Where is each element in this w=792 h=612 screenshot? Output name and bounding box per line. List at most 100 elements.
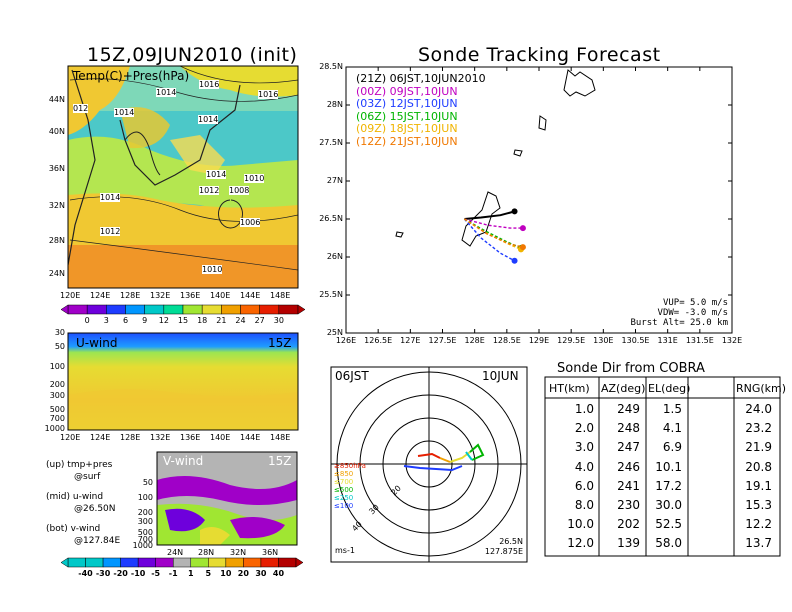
colorbar-swatch [125,304,145,315]
colorbar-label: 0 [84,316,90,325]
coastline-islands [395,69,596,247]
table-cell: 3.0 [574,440,594,455]
colorbar-swatch [172,557,192,568]
colorbar-label: 20 [237,569,249,578]
temp-map [67,65,299,289]
temp-colorbar [60,304,306,315]
note-up-2: @surf [74,472,101,482]
level-legend-entry: ≤700 [334,478,354,486]
vwind-ytick: 300 [137,517,153,526]
y-tick-label: 26N [326,252,343,261]
pressure-label: 1014 [114,108,135,117]
table-cell: 6.0 [574,478,594,493]
colorbar-label: 30 [255,569,267,578]
polar-plot [330,366,528,563]
legend-entry: (12Z) 21JST,10JUN [356,134,458,148]
colorbar-swatch [163,304,184,315]
y-tick-label: 25.5N [319,290,343,299]
table-cell: 4.1 [662,421,682,436]
colorbar-label: 5 [205,569,212,578]
vwind-panel [156,451,298,546]
table-cell: 247 [617,440,640,455]
vwind-time: 15Z [268,454,292,468]
y-tick-label: 28.5N [319,62,343,71]
vwind-label: V-wind [163,454,204,468]
lat-tick: 28N [48,236,65,245]
table-cell: 202 [617,517,640,532]
note-up-1: (up) tmp+pres [46,460,113,470]
uwind-panel [67,332,299,431]
colorbar-label: 40 [272,569,285,578]
lon-tick: 136E [180,291,201,300]
pressure-label: 1012 [199,186,220,195]
colorbar-swatch [182,304,203,315]
legend-entry: (00Z) 09JST,10JUN [356,84,458,98]
lon-tick: 144E [240,291,261,300]
track-line [464,218,523,229]
uwind-xtick: 120E [60,433,81,442]
colorbar-swatch [278,304,299,315]
map-label: Temp(C)+Pres(hPa) [73,69,190,83]
hodograph [403,443,485,472]
table-header: EL(deg) [648,382,691,395]
colorbar-swatch [208,557,227,568]
y-tick-label: 27N [326,176,343,185]
table-cell: 19.1 [745,478,772,493]
table-header: RNG(km) [736,382,787,395]
vwind-ytick: 1000 [132,541,153,550]
level-legend-entry: ≤500 [334,486,354,494]
colorbar-label: 12 [158,316,169,325]
lon-tick: 140E [210,291,231,300]
x-tick-label: 127.5E [428,336,457,345]
colorbar-label: 1 [187,569,194,578]
vwind-xtick: 36N [262,548,279,557]
table-cell: 4.0 [574,459,594,474]
polar-ring-3 [359,394,499,534]
legend-entry: (03Z) 12JST,10JUN [356,97,458,110]
table-header: AZ(deg) [601,382,646,395]
colorbar-label: -20 [113,569,128,578]
polar-ring-2 [382,417,476,511]
pressure-label: 1008 [229,186,250,195]
table-cell: 2.0 [574,421,594,436]
level-legend-entry: ≤100 [334,502,354,510]
x-tick-label: 127E [400,336,421,345]
colorbar-swatch [278,557,297,568]
pressure-label: 012 [73,104,89,113]
colorbar-swatch [120,557,139,568]
colorbar-swatch [243,557,262,568]
lat-tick: 40N [48,127,65,136]
uwind-xtick: 132E [150,433,171,442]
uwind-ytick: 30 [54,328,65,337]
uwind-ytick: 200 [49,380,65,389]
level-legend-entry: ≤850 [334,470,354,478]
vwind-ytick: 500 [137,528,153,537]
pressure-label: 1016 [258,90,279,99]
lat-tick: 32N [48,201,65,210]
vwind-ytick: 200 [137,508,153,517]
uwind-ytick: 1000 [44,424,65,433]
pressure-label: 1014 [156,88,177,97]
table-cell: 241 [617,478,640,493]
colorbar-swatch [102,557,121,568]
colorbar-swatch [106,304,126,315]
track-endpoint [511,208,518,215]
uwind-ytick: 50 [54,342,65,351]
colorbar-swatch [190,557,209,568]
table-title: Sonde Dir from COBRA [557,361,705,376]
uwind-xtick: 148E [270,433,291,442]
tracking-title: Sonde Tracking Forecast [418,44,661,66]
lon-tick: 148E [270,291,291,300]
uwind-time: 15Z [268,336,292,350]
table-cell: 13.7 [745,536,772,551]
colorbar-swatch [67,304,88,315]
vup-text: VUP= 5.0 m/s [662,298,728,308]
colorbar-swatch [221,304,241,315]
table-cell: 24.0 [745,402,772,416]
track-line [464,210,515,220]
table-header: HT(km) [549,382,590,395]
table-cell: 139 [617,536,640,551]
track-endpoint [519,244,526,251]
lon-tick: 128E [120,291,141,300]
